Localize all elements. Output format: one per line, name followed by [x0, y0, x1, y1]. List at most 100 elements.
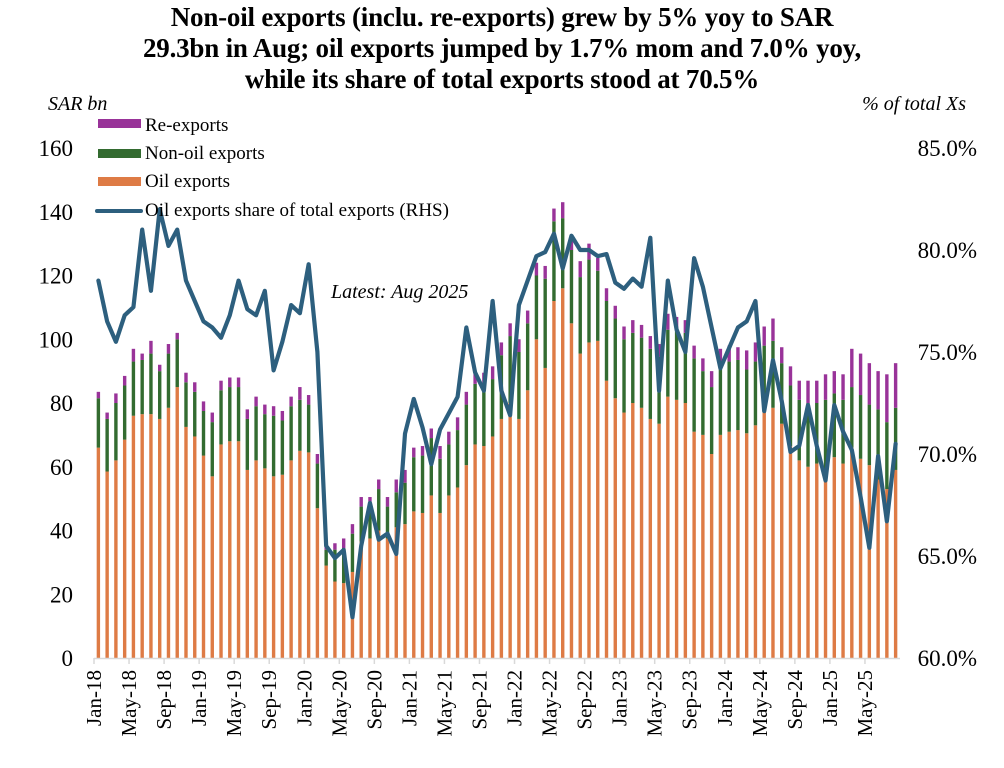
bar-oil-Dec-24: [823, 473, 828, 659]
bar-re-exports-Nov-20: [394, 479, 398, 493]
bar-re-exports-Mar-19: [219, 380, 223, 391]
x-tick-label: Jan-20: [292, 670, 316, 726]
bar-non-oil-Jun-22: [561, 218, 565, 289]
bar-re-exports-Sep-23: [692, 345, 696, 359]
bar-non-oil-Mar-25: [850, 387, 854, 448]
bar-oil-Oct-24: [806, 466, 810, 658]
x-tick-label: May-24: [748, 670, 772, 737]
bar-oil-Jun-22: [561, 288, 565, 658]
bar-re-exports-May-20: [341, 538, 346, 549]
bar-non-oil-Jun-18: [140, 359, 144, 415]
x-tick-label: May-19: [222, 670, 246, 737]
bar-oil-Dec-20: [403, 524, 407, 659]
bar-oil-Feb-24: [736, 430, 740, 658]
bar-non-oil-Jan-24: [727, 361, 731, 432]
bar-non-oil-Sep-24: [797, 399, 801, 461]
bar-non-oil-Jul-25: [885, 422, 889, 490]
bar-non-oil-Aug-19: [263, 414, 267, 469]
y2-tick-label: 70.0%: [918, 442, 977, 467]
bar-oil-Nov-22: [604, 380, 609, 658]
bar-re-exports-Jun-22: [561, 202, 565, 219]
bar-non-oil-Mar-19: [219, 390, 223, 445]
bar-non-oil-Apr-23: [648, 348, 653, 419]
y2-axis-label: % of total Xs: [862, 93, 966, 115]
bar-oil-Dec-23: [718, 434, 723, 659]
bar-oil-Jun-21: [455, 487, 460, 658]
bar-non-oil-Nov-18: [184, 382, 188, 427]
bar-re-exports-Nov-21: [499, 342, 504, 356]
bar-non-oil-Apr-19: [228, 387, 232, 442]
bar-non-oil-Dec-19: [298, 399, 302, 451]
bar-re-exports-Mar-24: [744, 350, 749, 370]
bar-oil-Jul-20: [359, 541, 363, 658]
bar-non-oil-Mar-22: [534, 275, 539, 340]
bar-non-oil-Nov-23: [709, 387, 714, 454]
bar-non-oil-Jan-19: [201, 410, 206, 456]
bar-re-exports-Dec-18: [193, 382, 197, 392]
legend-label-re-exports: Re-exports: [145, 115, 228, 136]
bar-re-exports-Dec-24: [823, 374, 828, 400]
bar-non-oil-Jun-23: [666, 329, 670, 397]
bar-non-oil-Apr-20: [333, 549, 337, 582]
bar-re-exports-Jan-19: [201, 401, 206, 411]
bar-oil-Mar-18: [114, 460, 118, 659]
bar-non-oil-Apr-21: [438, 458, 442, 513]
y-tick-label: 80: [50, 391, 73, 416]
x-tick-label: Sep-23: [678, 670, 702, 730]
bar-oil-Oct-21: [490, 436, 495, 658]
bar-oil-May-22: [552, 301, 556, 658]
bar-oil-Nov-18: [184, 426, 188, 658]
bar-non-oil-Dec-22: [613, 318, 617, 399]
bar-non-oil-Jun-24: [771, 340, 775, 408]
x-tick-label: Sep-21: [468, 670, 492, 730]
bar-non-oil-May-24: [762, 345, 766, 407]
bar-re-exports-Dec-19: [298, 387, 302, 400]
bar-non-oil-Sep-23: [692, 358, 696, 432]
bar-re-exports-Mar-23: [639, 324, 644, 338]
bar-non-oil-Feb-24: [736, 359, 740, 431]
bar-oil-Jan-23: [622, 412, 626, 658]
bar-re-exports-May-25: [867, 363, 872, 405]
bar-non-oil-Feb-23: [631, 332, 635, 404]
bar-oil-Mar-22: [534, 339, 539, 658]
bar-re-exports-Nov-22: [604, 288, 609, 301]
x-tick-label: May-22: [538, 670, 562, 737]
bar-non-oil-Jun-21: [455, 430, 460, 488]
bar-oil-Apr-23: [648, 418, 653, 658]
bar-oil-Nov-24: [815, 463, 819, 658]
bar-non-oil-Jan-21: [412, 457, 416, 512]
bar-oil-Aug-23: [683, 403, 688, 658]
bar-re-exports-Aug-19: [263, 404, 267, 415]
bar-oil-Sep-22: [587, 342, 591, 658]
bar-non-oil-Dec-18: [193, 391, 197, 437]
bar-oil-Jul-23: [674, 399, 679, 658]
bar-re-exports-Jan-20: [306, 395, 311, 405]
bar-re-exports-Dec-20: [403, 469, 407, 483]
bar-oil-Mar-24: [744, 433, 749, 658]
x-tick-label: Jan-19: [187, 670, 211, 726]
bar-non-oil-Sep-22: [587, 259, 591, 343]
line-oil-share: [96, 207, 898, 620]
bar-oil-Feb-25: [841, 463, 845, 658]
bar-non-oil-Mar-18: [114, 403, 118, 461]
bar-oil-Oct-18: [175, 387, 179, 658]
x-tick-label: Sep-20: [362, 670, 386, 730]
bar-non-oil-Jun-25: [876, 409, 880, 480]
y-tick-label: 40: [50, 519, 73, 544]
bar-non-oil-Jun-20: [350, 533, 355, 572]
bar-re-exports-Sep-24: [797, 380, 801, 400]
y-axis-label: SAR bn: [48, 93, 107, 115]
bar-non-oil-Dec-24: [823, 399, 828, 474]
bar-oil-Jul-22: [569, 323, 574, 658]
bar-oil-Dec-18: [193, 436, 197, 658]
bar-non-oil-Dec-23: [718, 364, 723, 435]
y2-axis: 60.0% 65.0% 70.0% 75.0% 80.0% 85.0%: [918, 136, 977, 671]
bar-oil-Aug-18: [158, 418, 162, 658]
bar-re-exports-Oct-24: [806, 380, 810, 403]
bar-oil-Aug-20: [368, 538, 372, 658]
bar-re-exports-May-21: [447, 431, 451, 445]
bar-oil-Aug-19: [263, 468, 267, 658]
x-tick-label: Jan-18: [82, 670, 106, 726]
y2-tick-label: 80.0%: [918, 238, 977, 263]
bar-non-oil-Feb-21: [420, 455, 425, 513]
